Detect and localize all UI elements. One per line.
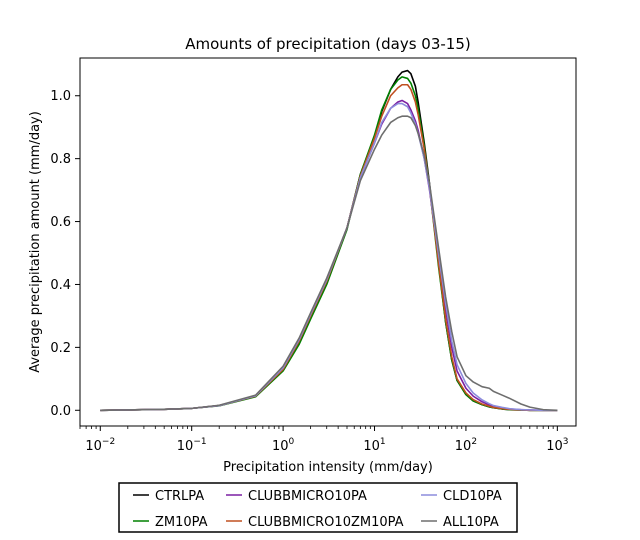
y-tick-label: 0.2 [50,341,71,356]
x-tick-label: 10−1 [177,437,207,454]
series-line-clubbmicro10zm10pa [100,83,558,412]
legend-label: ALL10PA [443,515,499,530]
legend-label: CLUBBMICRO10ZM10PA [248,515,404,530]
plot-area [79,57,577,427]
x-tick-label: 102 [455,437,477,454]
series-line-all10pa [100,115,558,412]
x-tick-label: 10−2 [85,437,115,454]
series-line-clubbmicro10pa [100,99,558,412]
legend-box [118,482,518,533]
legend-label: CLD10PA [443,489,502,504]
legend-label: CLUBBMICRO10PA [248,489,367,504]
series-line-zm10pa [100,76,558,412]
x-tick-label: 103 [546,437,568,454]
series-line-ctrlpa [100,69,558,412]
y-tick-label: 0.4 [50,278,71,293]
legend-label: CTRLPA [155,489,204,504]
x-axis-label: Precipitation intensity (mm/day) [223,460,433,475]
y-axis-ticks: 0.0 0.2 0.4 0.6 0.8 1.0 [50,89,80,419]
y-tick-label: 0.8 [50,152,71,167]
chart-title: Amounts of precipitation (days 03-15) [185,35,470,53]
y-tick-label: 0.6 [50,215,71,230]
y-tick-label: 1.0 [50,89,71,104]
x-tick-label: 101 [363,437,385,454]
y-tick-label: 0.0 [50,404,71,419]
legend: CTRLPA CLUBBMICRO10PA CLD10PA ZM10PA CLUBBMI… [133,489,502,530]
series-line-cld10pa [100,102,558,412]
y-axis-label: Average precipitation amount (mm/day) [28,111,43,373]
x-tick-label: 100 [272,437,295,454]
x-axis-ticks: 10−2 10−1 100 101 102 103 [79,426,568,454]
legend-label: ZM10PA [155,515,208,530]
series-lines [100,69,558,412]
